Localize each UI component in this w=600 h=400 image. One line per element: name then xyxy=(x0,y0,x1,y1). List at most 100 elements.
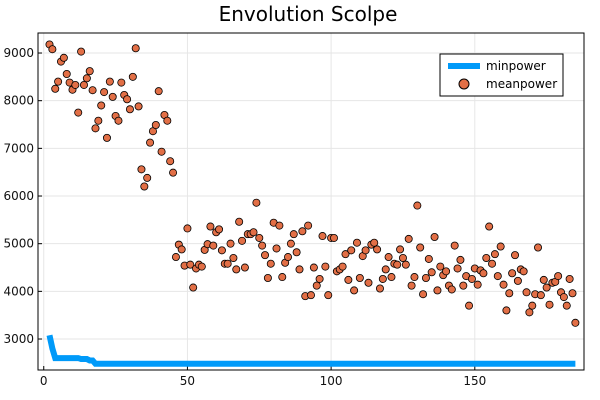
series-meanpower xyxy=(45,40,580,327)
point-meanpower xyxy=(562,301,571,310)
point-meanpower xyxy=(261,251,270,260)
point-meanpower xyxy=(134,102,143,111)
point-meanpower xyxy=(539,275,548,284)
point-meanpower xyxy=(249,228,258,237)
point-meanpower xyxy=(341,250,350,259)
point-meanpower xyxy=(238,236,247,245)
x-tick-label: 150 xyxy=(463,374,486,388)
point-meanpower xyxy=(312,281,321,290)
point-meanpower xyxy=(275,221,284,230)
y-tick-label: 9000 xyxy=(3,46,34,60)
point-meanpower xyxy=(447,285,456,294)
point-meanpower xyxy=(565,274,574,283)
point-meanpower xyxy=(413,201,422,210)
point-meanpower xyxy=(324,291,333,300)
point-meanpower xyxy=(488,259,497,268)
y-tick-label: 3000 xyxy=(3,332,34,346)
point-meanpower xyxy=(100,88,109,97)
point-meanpower xyxy=(286,239,295,248)
point-meanpower xyxy=(401,260,410,269)
plot-frame xyxy=(37,32,585,371)
point-meanpower xyxy=(571,318,580,327)
line-minpower xyxy=(46,334,576,367)
point-meanpower xyxy=(456,255,465,264)
point-meanpower xyxy=(102,133,111,142)
point-meanpower xyxy=(91,124,100,133)
point-meanpower xyxy=(88,86,97,95)
point-meanpower xyxy=(183,224,192,233)
point-meanpower xyxy=(387,273,396,282)
point-meanpower xyxy=(295,265,304,274)
point-meanpower xyxy=(240,263,249,272)
point-meanpower xyxy=(128,72,137,81)
point-meanpower xyxy=(338,262,347,271)
point-meanpower xyxy=(442,267,451,276)
point-meanpower xyxy=(278,273,287,282)
point-meanpower xyxy=(427,268,436,277)
point-meanpower xyxy=(315,274,324,283)
y-tick-labels: 3000 4000 5000 6000 7000 8000 9000 xyxy=(3,46,42,346)
point-meanpower xyxy=(396,245,405,254)
point-meanpower xyxy=(519,267,528,276)
point-meanpower xyxy=(502,306,511,315)
point-meanpower xyxy=(258,241,267,250)
point-meanpower xyxy=(123,95,132,104)
point-meanpower xyxy=(436,262,445,271)
y-tick-label: 4000 xyxy=(3,284,34,298)
point-meanpower xyxy=(344,275,353,284)
point-meanpower xyxy=(105,77,114,86)
point-meanpower xyxy=(528,301,537,310)
point-meanpower xyxy=(54,77,63,86)
point-meanpower xyxy=(499,280,508,289)
point-meanpower xyxy=(217,246,226,255)
point-meanpower xyxy=(272,244,281,253)
point-meanpower xyxy=(304,221,313,230)
point-meanpower xyxy=(347,246,356,255)
x-tick-label: 100 xyxy=(320,374,343,388)
point-meanpower xyxy=(284,253,293,262)
point-meanpower xyxy=(364,278,373,287)
point-meanpower xyxy=(490,250,499,259)
point-meanpower xyxy=(407,281,416,290)
point-meanpower xyxy=(381,265,390,274)
point-meanpower xyxy=(108,92,117,101)
point-meanpower xyxy=(163,116,172,125)
point-meanpower xyxy=(226,239,235,248)
point-meanpower xyxy=(398,253,407,262)
point-meanpower xyxy=(321,262,330,271)
point-meanpower xyxy=(545,300,554,309)
point-meanpower xyxy=(410,273,419,282)
y-tick-label: 8000 xyxy=(3,94,34,108)
point-meanpower xyxy=(169,168,178,177)
point-meanpower xyxy=(97,101,106,110)
point-meanpower xyxy=(77,47,86,56)
point-meanpower xyxy=(74,108,83,117)
legend-swatch-meanpower xyxy=(458,78,470,90)
point-meanpower xyxy=(114,116,123,125)
point-meanpower xyxy=(125,105,134,114)
point-meanpower xyxy=(82,74,91,83)
point-meanpower xyxy=(85,67,94,76)
x-tick-label: 0 xyxy=(40,374,48,388)
point-meanpower xyxy=(424,254,433,263)
y-tick-label: 5000 xyxy=(3,237,34,251)
point-meanpower xyxy=(71,80,80,89)
point-meanpower xyxy=(450,241,459,250)
point-meanpower xyxy=(189,283,198,292)
point-meanpower xyxy=(416,243,425,252)
point-meanpower xyxy=(223,259,232,268)
point-meanpower xyxy=(177,245,186,254)
point-meanpower xyxy=(485,222,494,231)
point-meanpower xyxy=(350,286,359,295)
point-meanpower xyxy=(51,84,60,93)
legend-label-meanpower: meanpower xyxy=(486,77,557,91)
point-meanpower xyxy=(186,260,195,269)
point-meanpower xyxy=(298,227,307,236)
point-meanpower xyxy=(154,87,163,96)
point-meanpower xyxy=(229,253,238,262)
point-meanpower xyxy=(215,225,224,234)
point-meanpower xyxy=(482,253,491,262)
point-meanpower xyxy=(355,274,364,283)
point-meanpower xyxy=(542,283,551,292)
